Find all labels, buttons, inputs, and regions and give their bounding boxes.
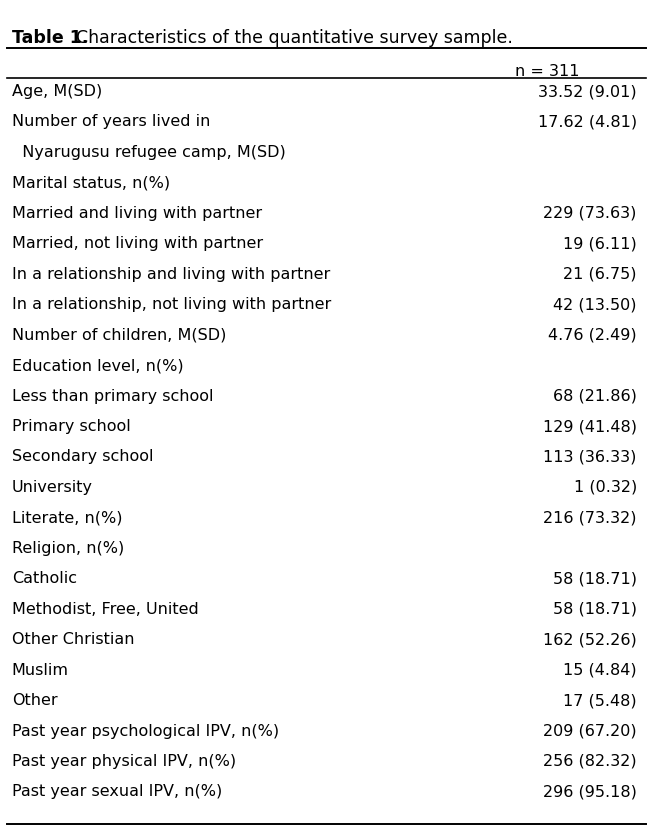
Text: Nyarugusu refugee camp, M(SD): Nyarugusu refugee camp, M(SD) — [12, 145, 285, 160]
Text: 15 (4.84): 15 (4.84) — [564, 663, 637, 678]
Text: Number of children, M(SD): Number of children, M(SD) — [12, 328, 226, 342]
Text: 17 (5.48): 17 (5.48) — [564, 693, 637, 708]
Text: Education level, n(%): Education level, n(%) — [12, 358, 183, 373]
Text: Past year sexual IPV, n(%): Past year sexual IPV, n(%) — [12, 784, 222, 800]
Text: Age, M(SD): Age, M(SD) — [12, 84, 102, 99]
Text: 209 (67.20): 209 (67.20) — [543, 723, 637, 738]
Text: University: University — [12, 480, 93, 495]
Text: 256 (82.32): 256 (82.32) — [543, 754, 637, 769]
Text: 58 (18.71): 58 (18.71) — [553, 571, 637, 586]
Text: Less than primary school: Less than primary school — [12, 388, 213, 404]
Text: Past year physical IPV, n(%): Past year physical IPV, n(%) — [12, 754, 236, 769]
Text: 68 (21.86): 68 (21.86) — [553, 388, 637, 404]
Text: Methodist, Free, United: Methodist, Free, United — [12, 602, 199, 617]
Text: 21 (6.75): 21 (6.75) — [564, 267, 637, 282]
Text: 129 (41.48): 129 (41.48) — [543, 419, 637, 434]
Text: 296 (95.18): 296 (95.18) — [543, 784, 637, 800]
Text: Literate, n(%): Literate, n(%) — [12, 510, 122, 525]
Text: Married and living with partner: Married and living with partner — [12, 206, 262, 221]
Text: 1 (0.32): 1 (0.32) — [573, 480, 637, 495]
Text: Characteristics of the quantitative survey sample.: Characteristics of the quantitative surv… — [65, 29, 513, 47]
Text: Table 1.: Table 1. — [12, 29, 88, 47]
Text: Secondary school: Secondary school — [12, 450, 153, 465]
Text: 216 (73.32): 216 (73.32) — [543, 510, 637, 525]
Text: Muslim: Muslim — [12, 663, 69, 678]
Text: Married, not living with partner: Married, not living with partner — [12, 237, 263, 252]
Text: In a relationship, not living with partner: In a relationship, not living with partn… — [12, 297, 331, 312]
Text: Other: Other — [12, 693, 57, 708]
Text: 113 (36.33): 113 (36.33) — [543, 450, 637, 465]
Text: 162 (52.26): 162 (52.26) — [543, 632, 637, 647]
Text: 33.52 (9.01): 33.52 (9.01) — [538, 84, 637, 99]
Text: n = 311: n = 311 — [515, 65, 579, 80]
Text: 19 (6.11): 19 (6.11) — [563, 237, 637, 252]
Text: 229 (73.63): 229 (73.63) — [543, 206, 637, 221]
Text: Primary school: Primary school — [12, 419, 131, 434]
Text: Religion, n(%): Religion, n(%) — [12, 541, 124, 555]
Text: Number of years lived in: Number of years lived in — [12, 114, 210, 129]
Text: In a relationship and living with partner: In a relationship and living with partne… — [12, 267, 330, 282]
Text: Catholic: Catholic — [12, 571, 76, 586]
Text: Past year psychological IPV, n(%): Past year psychological IPV, n(%) — [12, 723, 279, 738]
Text: 42 (13.50): 42 (13.50) — [553, 297, 637, 312]
Text: Other Christian: Other Christian — [12, 632, 134, 647]
Text: 4.76 (2.49): 4.76 (2.49) — [549, 328, 637, 342]
Text: 58 (18.71): 58 (18.71) — [553, 602, 637, 617]
Text: Marital status, n(%): Marital status, n(%) — [12, 175, 170, 190]
Text: 17.62 (4.81): 17.62 (4.81) — [538, 114, 637, 129]
